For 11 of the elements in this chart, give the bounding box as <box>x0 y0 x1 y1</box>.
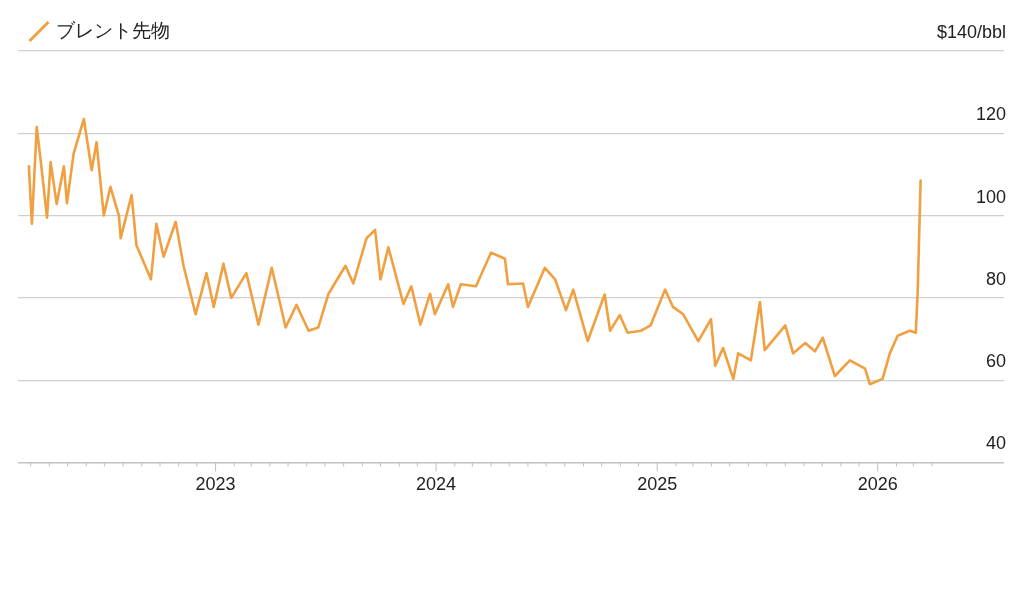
y-tick-label: 40 <box>985 433 1006 454</box>
y-tick-label: 120 <box>975 104 1006 125</box>
y-tick-label: 80 <box>985 268 1006 289</box>
y-tick-label: $140/bbl <box>936 21 1006 42</box>
x-tick-label: 2026 <box>857 474 898 495</box>
y-tick-label: 100 <box>975 186 1006 207</box>
x-tick-label: 2025 <box>637 474 678 495</box>
legend-label: ブレント先物 <box>55 19 170 41</box>
x-tick-label: 2023 <box>195 474 236 495</box>
y-tick-label: 60 <box>985 351 1006 372</box>
x-tick-label: 2024 <box>416 474 457 495</box>
